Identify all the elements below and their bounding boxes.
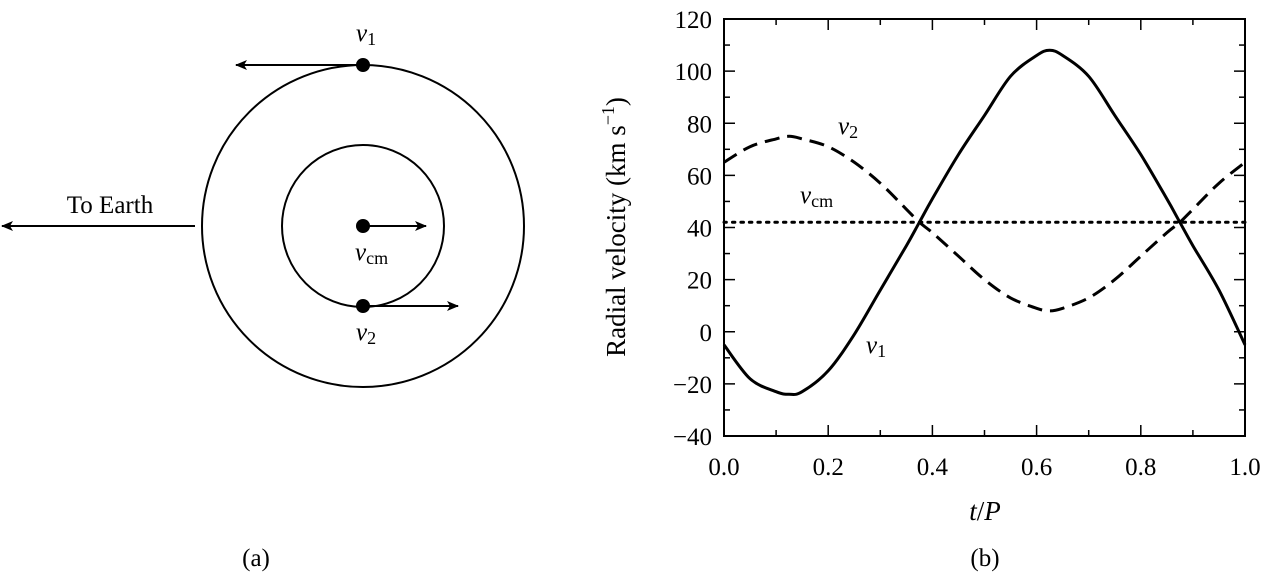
panel-a: v1 vcm v2 To Earth (a) xyxy=(1,20,525,572)
y-axis-label: Radial velocity (km s−1) xyxy=(598,97,631,357)
v2-label: v2 xyxy=(356,319,376,348)
series-lines xyxy=(722,48,1247,397)
to-earth-label: To Earth xyxy=(67,192,154,219)
x-tick-label: 0.8 xyxy=(1125,454,1156,481)
series-line-v2 xyxy=(723,134,1246,313)
v1-label: v1 xyxy=(356,20,376,49)
x-ticks xyxy=(723,19,1246,436)
plot-frame xyxy=(723,18,1246,437)
curve-label-vcm: vcm xyxy=(800,182,833,211)
panel-b: 0.0 0.2 0.4 0.6 0.8 1.0 −40 −20 0 20 40 60 80 100 120… xyxy=(598,7,1261,572)
curve-label-v2: v2 xyxy=(838,113,858,142)
curve-label-v1: v1 xyxy=(866,332,886,361)
x-tick-labels: 0.0 0.2 0.4 0.6 0.8 1.0 xyxy=(708,454,1260,481)
x-tick-label: 0.2 xyxy=(813,454,844,481)
x-tick-label: 1.0 xyxy=(1229,454,1260,481)
y-tick-label: 60 xyxy=(687,163,712,190)
x-tick-label: 0.6 xyxy=(1021,454,1052,481)
y-tick-label: 80 xyxy=(687,111,712,138)
y-tick-label: 120 xyxy=(675,7,713,34)
panel-a-caption: (a) xyxy=(242,545,270,572)
x-axis-label: t/P xyxy=(969,496,1001,526)
y-tick-label: 0 xyxy=(700,320,713,347)
x-tick-label: 0.0 xyxy=(708,454,739,481)
panel-b-caption: (b) xyxy=(970,545,999,572)
y-tick-label: −40 xyxy=(673,424,712,451)
y-tick-labels: −40 −20 0 20 40 60 80 100 120 xyxy=(673,7,712,451)
y-ticks xyxy=(724,18,1245,437)
x-tick-label: 0.4 xyxy=(917,454,949,481)
series-line-v1 xyxy=(722,48,1247,397)
y-tick-label: 100 xyxy=(675,59,713,86)
y-tick-label: 40 xyxy=(687,216,712,243)
vcm-label: vcm xyxy=(355,239,388,268)
y-tick-label: −20 xyxy=(673,372,712,399)
y-tick-label: 20 xyxy=(687,268,712,295)
